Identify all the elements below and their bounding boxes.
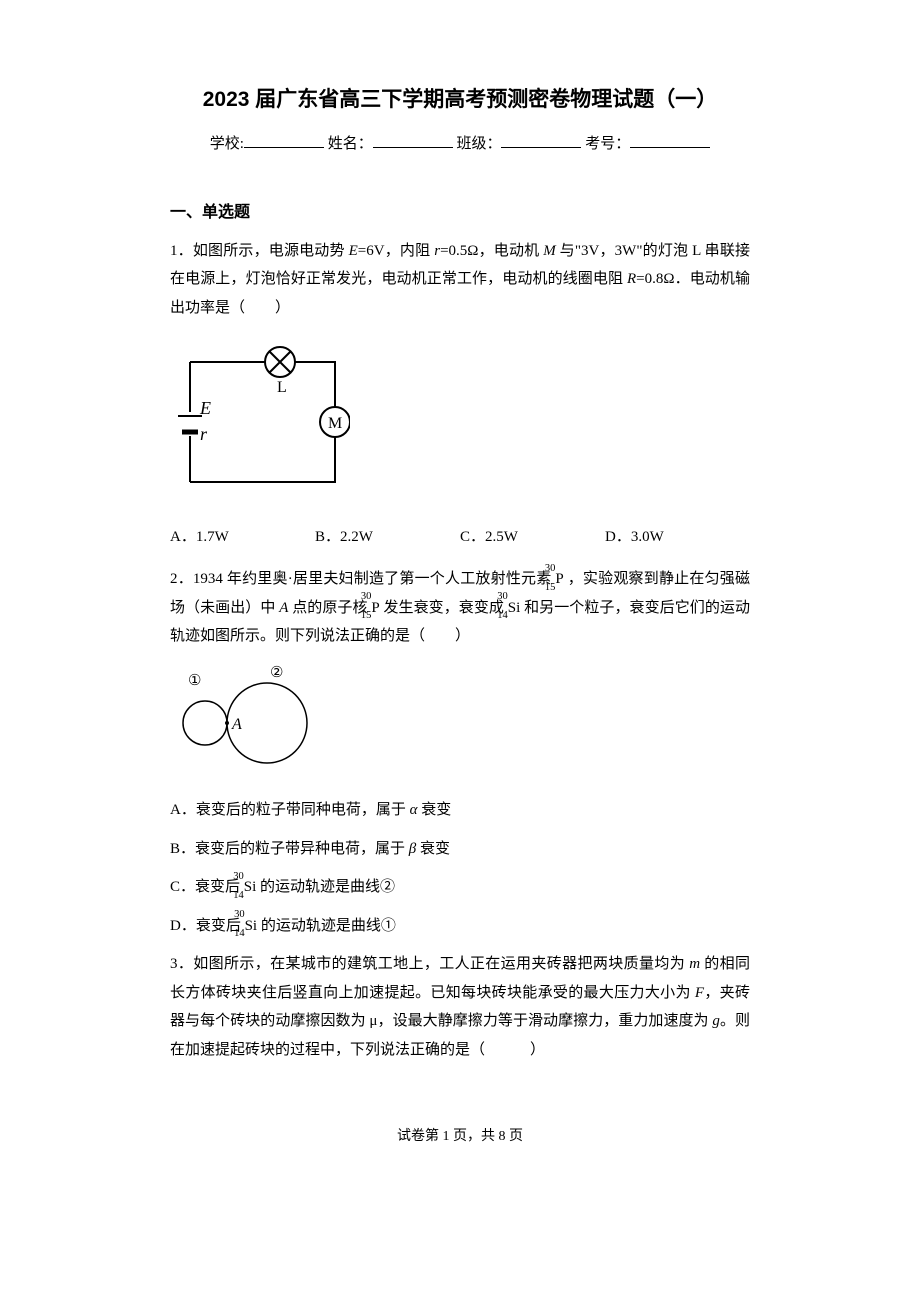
q1-optB: B．2.2W	[315, 523, 460, 552]
question-3: 3．如图所示，在某城市的建筑工地上，工人正在运用夹砖器把两块质量均为 m 的相同…	[170, 950, 750, 1064]
q1-options: A．1.7W B．2.2W C．2.5W D．3.0W	[170, 523, 750, 552]
q3-m: m	[689, 956, 700, 972]
id-label: 考号：	[585, 136, 630, 152]
page-footer: 试卷第 1 页，共 8 页	[170, 1124, 750, 1151]
id-blank	[630, 133, 710, 148]
q2-optA: A．衰变后的粒子带同种电荷，属于 α 衰变	[170, 796, 750, 825]
question-2: 2．1934 年约里奥·居里夫妇制造了第一个人工放射性元素 3015P ，实验观…	[170, 565, 750, 651]
q3-text-a: 3．如图所示，在某城市的建筑工地上，工人正在运用夹砖器把两块质量均为	[170, 956, 689, 972]
class-blank	[501, 133, 581, 148]
q1-text-c: =0.5Ω，电动机	[440, 243, 543, 259]
nuclide-Si-1: 3014Si	[508, 594, 521, 623]
q2-text-c: 点的原子核	[288, 600, 371, 616]
nuclide-Si-2: 3014Si	[244, 873, 257, 902]
q1-E: E	[349, 243, 358, 259]
q2-optC: C．衰变后 3014Si 的运动轨迹是曲线②	[170, 873, 750, 902]
circuit-label-r: r	[200, 424, 208, 444]
q2-optB: B．衰变后的粒子带异种电荷，属于 β 衰变	[170, 835, 750, 864]
q1-text-a: 1．如图所示，电源电动势	[170, 243, 349, 259]
decay-trajectory-diagram: ① ② A	[170, 661, 750, 782]
page-title: 2023 届广东省高三下学期高考预测密卷物理试题（一）	[170, 80, 750, 120]
section-heading: 一、单选题	[170, 198, 750, 228]
decay-label-2: ②	[270, 665, 283, 681]
q2-text-d: 发生衰变，衰变成	[380, 600, 508, 616]
student-info-line: 学校: 姓名： 班级： 考号：	[170, 130, 750, 159]
name-blank	[373, 133, 453, 148]
q3-g: g	[712, 1013, 720, 1029]
q1-R: R	[627, 271, 636, 287]
school-blank	[244, 133, 324, 148]
q3-F: F	[695, 985, 704, 1001]
name-label: 姓名：	[328, 136, 373, 152]
circuit-label-E: E	[199, 398, 211, 418]
q2-text-a: 2．1934 年约里奥·居里夫妇制造了第一个人工放射性元素	[170, 571, 555, 587]
q2-optD: D．衰变后 3014Si 的运动轨迹是曲线①	[170, 912, 750, 941]
circuit-label-M: M	[328, 415, 342, 432]
decay-label-A: A	[231, 716, 242, 733]
decay-label-1: ①	[188, 673, 201, 689]
q1-M: M	[543, 243, 556, 259]
q1-text-b: =6V，内阻	[358, 243, 434, 259]
nuclide-P-1: 3015P	[555, 565, 563, 594]
class-label: 班级：	[456, 136, 501, 152]
q1-optC: C．2.5W	[460, 523, 605, 552]
circuit-label-L: L	[277, 379, 287, 396]
question-1: 1．如图所示，电源电动势 E=6V，内阻 r=0.5Ω，电动机 M 与"3V，3…	[170, 237, 750, 323]
nuclide-P-2: 3015P	[371, 594, 379, 623]
circuit-diagram: L E r M	[170, 332, 750, 508]
q1-optA: A．1.7W	[170, 523, 315, 552]
school-label: 学校:	[210, 136, 244, 152]
q1-optD: D．3.0W	[605, 523, 750, 552]
nuclide-Si-3: 3014Si	[245, 912, 258, 941]
